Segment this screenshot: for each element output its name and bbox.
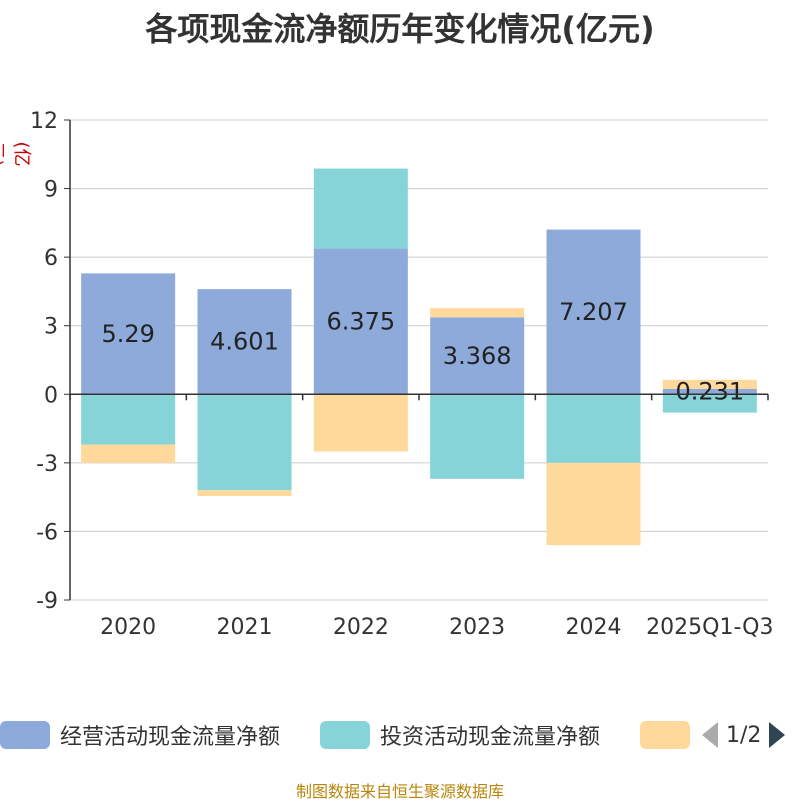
bar-segment bbox=[546, 462, 641, 546]
y-tick-label: 3 bbox=[44, 315, 58, 340]
data-label: 5.29 bbox=[101, 320, 154, 348]
legend-item-financing[interactable] bbox=[640, 715, 690, 755]
y-tick-label: -3 bbox=[36, 452, 58, 477]
x-tick-label: 2025Q1-Q3 bbox=[646, 615, 773, 640]
bar-segment bbox=[546, 229, 641, 395]
bar-segment bbox=[197, 490, 292, 496]
y-tick-label: 6 bbox=[44, 246, 58, 271]
data-label: 4.601 bbox=[210, 328, 279, 356]
y-tick-label: -9 bbox=[36, 589, 58, 614]
x-tick-label: 2022 bbox=[333, 615, 389, 640]
triangle-right-icon[interactable] bbox=[767, 720, 787, 750]
bar-segment bbox=[81, 394, 176, 445]
bar-segment bbox=[81, 273, 176, 395]
bar-segment bbox=[546, 394, 641, 463]
bar-segment bbox=[313, 394, 408, 452]
bar-segment bbox=[197, 394, 292, 491]
bar-segment bbox=[197, 289, 292, 395]
bar-segment bbox=[662, 389, 757, 395]
legend-swatch-financing bbox=[640, 721, 690, 749]
legend: 经营活动现金流量净额 投资活动现金流量净额 1/2 bbox=[0, 715, 800, 755]
chart-title: 各项现金流净额历年变化情况(亿元) bbox=[145, 10, 655, 48]
legend-label-operating: 经营活动现金流量净额 bbox=[60, 725, 281, 750]
legend-label-investing: 投资活动现金流量净额 bbox=[380, 725, 601, 750]
chart-canvas: 12 9 6 3 0 -3 -6 -9 5.29 2020 4.601 2021 6.375 2022 3.… bbox=[30, 109, 774, 640]
bar-segment bbox=[662, 394, 757, 413]
data-label: 3.368 bbox=[443, 342, 512, 370]
legend-item-investing[interactable]: 投资活动现金流量净额 bbox=[320, 715, 600, 755]
legend-item-operating[interactable]: 经营活动现金流量净额 bbox=[0, 715, 280, 755]
data-source-note: 制图数据来自恒生聚源数据库 bbox=[295, 782, 504, 801]
bar-segment bbox=[313, 168, 408, 249]
data-label: 6.375 bbox=[326, 307, 395, 335]
bar-segment bbox=[430, 317, 525, 395]
bar-segment bbox=[81, 444, 176, 463]
y-tick-label: 0 bbox=[44, 383, 58, 408]
x-tick-label: 2024 bbox=[566, 615, 622, 640]
triangle-left-icon[interactable] bbox=[700, 720, 720, 750]
y-tick-label: 9 bbox=[44, 178, 58, 203]
y-tick-label: -6 bbox=[36, 520, 58, 545]
bar-segment bbox=[662, 379, 757, 390]
data-label: 7.207 bbox=[559, 298, 628, 326]
legend-swatch-investing bbox=[320, 721, 370, 749]
bar-segment bbox=[313, 248, 408, 395]
data-label: 0.231 bbox=[675, 378, 744, 406]
x-tick-label: 2020 bbox=[100, 615, 156, 640]
bar-segment bbox=[430, 394, 525, 479]
x-tick-label: 2023 bbox=[449, 615, 505, 640]
legend-swatch-operating bbox=[0, 721, 50, 749]
x-tick-label: 2021 bbox=[217, 615, 273, 640]
y-tick-label: 12 bbox=[30, 109, 58, 134]
bar-segment bbox=[430, 308, 525, 318]
legend-pager: 1/2 bbox=[700, 715, 787, 755]
legend-page-indicator: 1/2 bbox=[726, 722, 762, 748]
